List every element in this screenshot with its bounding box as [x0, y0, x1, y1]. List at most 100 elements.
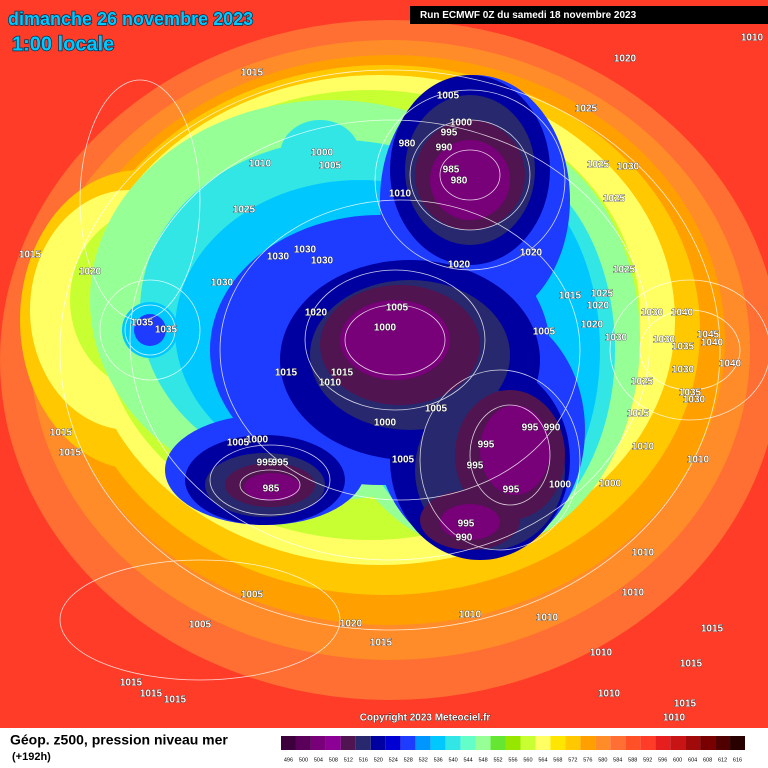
pressure-label: 980 — [399, 139, 416, 150]
pressure-labels: 1010102010151005100099599098010251000100… — [19, 32, 764, 724]
colorbar-label: 528 — [404, 757, 413, 763]
pressure-label: 1005 — [189, 620, 212, 631]
pressure-label: 995 — [257, 458, 274, 469]
isobar — [124, 304, 176, 356]
pressure-label: 1025 — [575, 104, 598, 115]
colorbar-label: 544 — [464, 757, 473, 763]
field-region — [340, 300, 450, 380]
colorbar-swatch — [700, 736, 716, 750]
isobar — [344, 304, 446, 376]
isobar — [304, 269, 486, 411]
field-region — [480, 405, 550, 495]
colorbar-label: 504 — [314, 757, 323, 763]
colorbar-swatch — [580, 736, 596, 750]
isobar — [609, 279, 768, 421]
pressure-label: 1015 — [164, 695, 187, 706]
pressure-label: 1015 — [140, 689, 163, 700]
isobar — [419, 369, 581, 551]
colorbar-label: 612 — [718, 757, 727, 763]
field-region — [244, 473, 300, 501]
colorbar-swatch — [685, 736, 701, 750]
pressure-label: 1010 — [389, 189, 412, 200]
colorbar-label: 600 — [673, 757, 682, 763]
pressure-label: 1005 — [227, 438, 250, 449]
pressure-label: 990 — [436, 143, 453, 154]
pressure-label: 1000 — [549, 480, 572, 491]
pressure-label: 1010 — [687, 455, 710, 466]
pressure-label: 1025 — [631, 377, 654, 388]
colorbar-swatch — [400, 736, 416, 750]
colorbar-label: 556 — [508, 757, 517, 763]
pressure-label: 1030 — [683, 395, 706, 406]
colorbar-swatch — [281, 736, 296, 750]
pressure-label: 1045 — [697, 330, 720, 341]
colorbar-label: 496 — [284, 757, 293, 763]
pressure-label: 1015 — [59, 448, 82, 459]
colorbar: 496 500 504 508 512 516 520 524 528 532 536 540 544 5… — [281, 736, 745, 763]
colorbar-label: 520 — [374, 757, 383, 763]
pressure-label: 1025 — [233, 205, 256, 216]
pressure-label: 1000 — [246, 435, 269, 446]
pressure-label: 1010 — [622, 588, 645, 599]
isobar — [469, 404, 551, 506]
pressure-label: 995 — [503, 485, 520, 496]
pressure-label: 1025 — [587, 160, 610, 171]
colorbar-swatch — [310, 736, 326, 750]
pressure-label: 1005 — [386, 303, 409, 314]
colorbar-label: 548 — [478, 757, 487, 763]
colorbar-swatch — [550, 736, 566, 750]
pressure-label: 1040 — [719, 359, 742, 370]
pressure-label: 1025 — [591, 289, 614, 300]
colorbar-swatch — [715, 736, 731, 750]
pressure-label: 1010 — [590, 648, 613, 659]
colorbar-swatch — [595, 736, 611, 750]
colorbar-swatch — [505, 736, 521, 750]
pressure-label: 995 — [441, 128, 458, 139]
colorbar-label: 536 — [434, 757, 443, 763]
colorbar-label: 568 — [553, 757, 562, 763]
pressure-label: 1005 — [437, 91, 460, 102]
pressure-label: 1015 — [50, 428, 73, 439]
pressure-label: 1015 — [19, 250, 42, 261]
pressure-label: 1025 — [603, 194, 626, 205]
pressure-label: 1010 — [319, 378, 342, 389]
pressure-label: 1040 — [671, 308, 694, 319]
pressure-label: 1020 — [587, 301, 610, 312]
colorbar-label: 516 — [359, 757, 368, 763]
pressure-label: 1000 — [374, 323, 397, 334]
pressure-label: 1000 — [599, 479, 622, 490]
pressure-label: 1000 — [450, 118, 473, 129]
pressure-label: 995 — [467, 461, 484, 472]
colorbar-swatch — [340, 736, 356, 750]
isobar — [59, 69, 721, 631]
pressure-label: 1015 — [331, 368, 354, 379]
colorbar-swatch — [430, 736, 446, 750]
colorbar-swatch — [355, 736, 371, 750]
pressure-label: 1030 — [267, 252, 290, 263]
isobar — [79, 79, 201, 321]
date-title: dimanche 26 novembre 2023 — [8, 9, 253, 29]
isobar — [129, 119, 651, 561]
pressure-label: 1030 — [641, 308, 664, 319]
pressure-label: 985 — [263, 484, 280, 495]
isobar — [374, 89, 566, 271]
pressure-label: 1015 — [275, 368, 298, 379]
field-layer — [0, 20, 768, 700]
colorbar-label: 564 — [538, 757, 547, 763]
isobar — [59, 559, 341, 681]
pressure-label: 1015 — [370, 638, 393, 649]
colorbar-label: 580 — [598, 757, 607, 763]
colorbar-label: 584 — [613, 757, 622, 763]
colorbar-swatch — [730, 736, 745, 750]
run-box — [410, 6, 768, 24]
pressure-label: 1005 — [319, 161, 342, 172]
colorbar-swatch — [670, 736, 686, 750]
copyright: Copyright 2023 Meteociel.fr — [360, 713, 491, 724]
pressure-label: 1025 — [613, 265, 636, 276]
field-region — [280, 120, 360, 190]
pressure-label: 1010 — [249, 159, 272, 170]
colorbar-swatch — [325, 736, 341, 750]
pressure-label: 1015 — [701, 624, 724, 635]
pressure-label: 1010 — [632, 442, 655, 453]
